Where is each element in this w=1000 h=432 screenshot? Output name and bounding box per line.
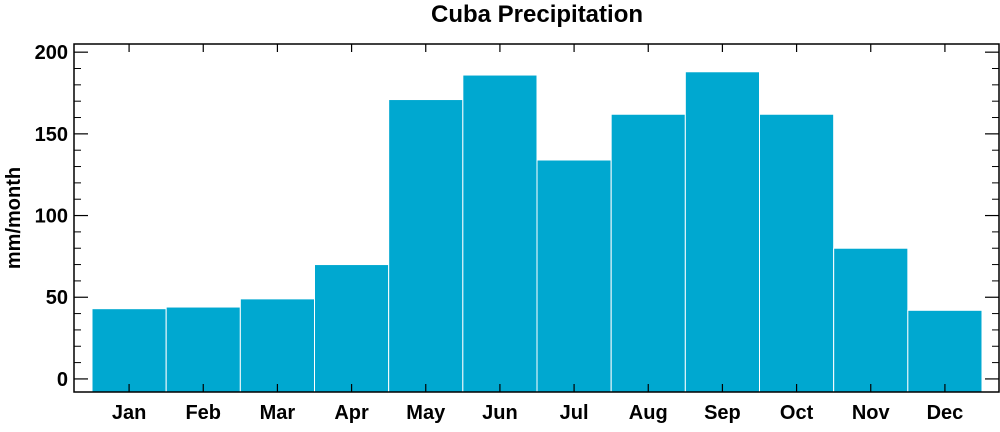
x-tick-label-jul: Jul — [560, 402, 589, 424]
bar-jul — [536, 159, 612, 393]
x-tick-label-feb: Feb — [185, 402, 221, 424]
y-tick-label: 50 — [46, 287, 68, 309]
bar-mar — [239, 298, 315, 393]
x-tick-label-sep: Sep — [704, 402, 741, 424]
tick-labels-layer: Jan Feb Mar Apr May Jun Jul Aug Sep Oct Nov Dec 0 50 1… — [35, 42, 964, 424]
chart-title: Cuba Precipitation — [431, 1, 643, 28]
bar-feb — [165, 306, 241, 393]
bars-layer — [91, 71, 983, 393]
bar-aug — [610, 113, 686, 393]
x-tick-label-oct: Oct — [780, 402, 814, 424]
x-tick-label-jan: Jan — [112, 402, 146, 424]
bar-nov — [833, 247, 909, 393]
ticks-layer — [74, 44, 999, 392]
y-tick-label: 0 — [57, 369, 68, 391]
x-tick-label-mar: Mar — [260, 402, 296, 424]
y-axis-label: mm/month — [3, 167, 25, 269]
y-tick-label: 200 — [35, 42, 68, 64]
bar-sep — [684, 71, 761, 393]
y-tick-label: 100 — [35, 206, 68, 228]
bar-jun — [462, 74, 538, 393]
x-tick-label-nov: Nov — [852, 402, 891, 424]
x-tick-label-dec: Dec — [927, 402, 964, 424]
plot-frame — [73, 43, 1000, 393]
x-tick-label-aug: Aug — [629, 402, 668, 424]
x-tick-label-jun: Jun — [482, 402, 518, 424]
x-tick-label-apr: Apr — [334, 402, 369, 424]
bar-apr — [314, 264, 390, 393]
bar-jan — [91, 308, 167, 393]
bar-dec — [907, 309, 983, 393]
y-tick-label: 150 — [35, 124, 68, 146]
bar-oct — [759, 113, 835, 393]
bar-may — [388, 99, 464, 393]
x-tick-label-may: May — [406, 402, 446, 424]
